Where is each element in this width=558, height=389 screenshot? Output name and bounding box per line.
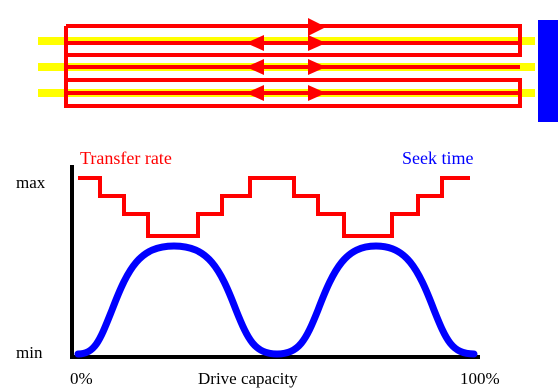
y-max-label: max: [16, 173, 46, 192]
arrow-right-icon: [308, 85, 326, 101]
y-min-label: min: [16, 343, 43, 362]
serpentine-track-path: [64, 24, 522, 108]
seek-time-label: Seek time: [402, 148, 473, 168]
performance-graph: Transfer rate Seek time max min 0% Drive…: [16, 148, 500, 388]
arrow-left-icon: [246, 59, 264, 75]
y-axis: [70, 165, 74, 358]
arrow-left-icon: [246, 35, 264, 51]
x-axis-title: Drive capacity: [198, 369, 298, 388]
arrow-right-icon: [308, 59, 326, 75]
arrow-left-icon: [246, 85, 264, 101]
track-illustration: [38, 18, 558, 122]
arrow-right-icon: [308, 18, 326, 36]
transfer-rate-label: Transfer rate: [80, 148, 172, 168]
transfer-rate-line: [78, 176, 470, 238]
x-end-label: 100%: [460, 369, 500, 388]
arrow-right-icon: [308, 35, 326, 51]
read-head-block: [538, 20, 558, 122]
seek-time-curve: [74, 242, 478, 358]
x-start-label: 0%: [70, 369, 93, 388]
